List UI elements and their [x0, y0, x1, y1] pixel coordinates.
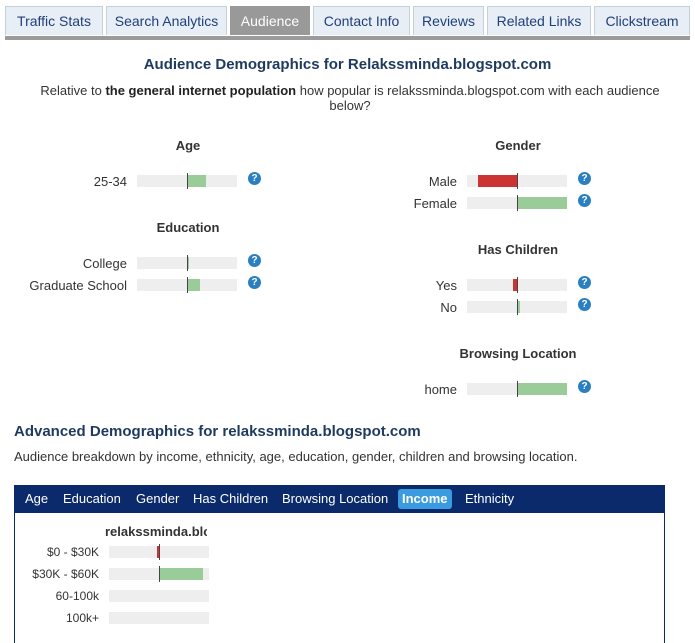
- education-bar: [137, 277, 237, 293]
- subtitle-bold: the general internet population: [105, 83, 297, 98]
- gender-bar: [467, 173, 567, 189]
- adv-tab-age[interactable]: Age: [25, 491, 49, 506]
- children-row-label: Yes: [435, 278, 457, 293]
- baseline-marker: [517, 381, 518, 397]
- income-column-header: relakssminda.blogspot.com: [105, 524, 207, 539]
- baseline-marker: [187, 277, 188, 293]
- children-heading: Has Children: [477, 242, 559, 257]
- location-heading: Browsing Location: [459, 346, 577, 361]
- children-bar: [467, 277, 567, 293]
- age-row-label: 25-34: [93, 174, 127, 189]
- gender-row-label: Male: [428, 174, 457, 189]
- education-bar: [137, 255, 237, 271]
- advanced-panel: [14, 513, 665, 643]
- gender-row-label: Female: [413, 196, 457, 211]
- children-bar-fill: [513, 279, 517, 291]
- gender-bar: [467, 195, 567, 211]
- children-bar: [467, 299, 567, 315]
- age-bar-fill: [187, 175, 206, 187]
- age-bar: [137, 173, 237, 189]
- gender-bar-fill: [478, 175, 517, 187]
- education-row-label: Graduate School: [29, 278, 127, 293]
- help-icon[interactable]: ?: [578, 380, 591, 393]
- help-icon[interactable]: ?: [248, 254, 261, 267]
- help-icon[interactable]: ?: [248, 172, 261, 185]
- location-bar: [467, 381, 567, 397]
- adv-tab-education[interactable]: Education: [63, 491, 121, 506]
- baseline-marker: [159, 566, 160, 582]
- tab-bar: Traffic Stats Search Analytics Audience …: [5, 6, 690, 40]
- education-bar-fill: [187, 279, 200, 291]
- page-title: Audience Demographics for Relakssminda.b…: [143, 56, 552, 73]
- income-bar: [109, 566, 209, 582]
- adv-tab-income[interactable]: Income: [398, 489, 452, 509]
- tab-traffic-stats[interactable]: Traffic Stats: [5, 6, 103, 35]
- age-heading: Age: [175, 138, 201, 153]
- education-heading: Education: [156, 220, 220, 235]
- income-bar: [109, 612, 209, 624]
- income-row-label: $30K - $60K: [32, 567, 99, 581]
- tab-related-links[interactable]: Related Links: [487, 6, 591, 35]
- income-bar-fill: [159, 568, 203, 580]
- advanced-subtitle: Audience breakdown by income, ethnicity,…: [14, 449, 578, 464]
- subtitle-pre: Relative to: [40, 83, 106, 98]
- children-row-label: No: [440, 300, 457, 315]
- income-row-label: $0 - $30K: [46, 545, 99, 559]
- baseline-marker: [159, 544, 160, 560]
- income-bar-fill: [157, 546, 159, 558]
- adv-tab-has-children[interactable]: Has Children: [193, 491, 269, 506]
- gender-heading: Gender: [495, 138, 541, 153]
- baseline-marker: [187, 173, 188, 189]
- location-bar-fill: [517, 383, 567, 395]
- adv-tab-gender[interactable]: Gender: [136, 491, 180, 506]
- subtitle-post: how popular is relakssminda.blogspot.com…: [296, 83, 660, 113]
- gender-bar-fill: [517, 197, 567, 209]
- tab-search-analytics[interactable]: Search Analytics: [106, 6, 227, 35]
- income-bar: [109, 544, 209, 560]
- tab-contact-info[interactable]: Contact Info: [313, 6, 410, 35]
- adv-tab-browsing-location[interactable]: Browsing Location: [282, 491, 389, 506]
- help-icon[interactable]: ?: [248, 276, 261, 289]
- baseline-marker: [517, 277, 518, 293]
- education-bar-fill: [187, 257, 189, 269]
- help-icon[interactable]: ?: [578, 276, 591, 289]
- income-row-label: 60-100k: [55, 589, 99, 603]
- adv-tab-ethnicity[interactable]: Ethnicity: [465, 491, 515, 506]
- baseline-marker: [187, 255, 188, 271]
- education-row-label: College: [82, 256, 127, 271]
- help-icon[interactable]: ?: [578, 194, 591, 207]
- tab-audience[interactable]: Audience: [230, 6, 310, 35]
- advanced-title: Advanced Demographics for relakssminda.b…: [14, 423, 421, 440]
- help-icon[interactable]: ?: [578, 298, 591, 311]
- advanced-tab-bar: Age Education Gender Has Children Browsi…: [14, 485, 665, 513]
- baseline-marker: [517, 173, 518, 189]
- income-row-label: 100k+: [65, 611, 99, 625]
- location-row-label: home: [424, 382, 457, 397]
- baseline-marker: [517, 299, 518, 315]
- baseline-marker: [517, 195, 518, 211]
- tab-reviews[interactable]: Reviews: [413, 6, 484, 35]
- help-icon[interactable]: ?: [578, 172, 591, 185]
- page-subtitle: Relative to the general internet populat…: [30, 83, 670, 113]
- income-bar: [109, 590, 209, 602]
- tab-clickstream[interactable]: Clickstream: [594, 6, 690, 35]
- children-bar-fill: [517, 301, 520, 313]
